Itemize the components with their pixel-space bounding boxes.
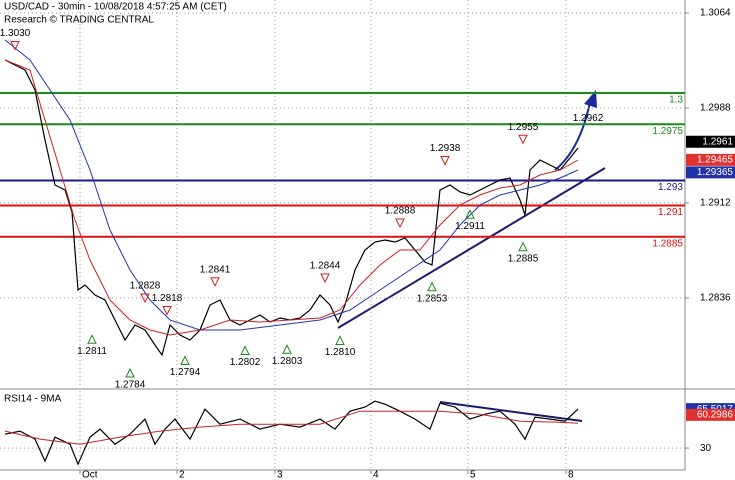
y-tick-label: 1.2836 — [700, 293, 731, 304]
low-marker — [518, 241, 528, 252]
x-tick-label: 2 — [179, 470, 185, 480]
price-annotation: 1.2811 — [77, 346, 107, 357]
low-marker — [240, 345, 250, 355]
price-annotation: 1.2885 — [508, 253, 539, 264]
trend-line — [337, 167, 606, 329]
y-tick-label: 1.2988 — [700, 103, 731, 114]
low-marker — [465, 209, 475, 219]
price-annotation: 1.2841 — [200, 264, 231, 275]
forecast-arrow — [554, 101, 591, 171]
high-marker — [440, 156, 450, 166]
series-line — [4, 400, 579, 466]
price-annotation: 1.2803 — [272, 356, 303, 367]
high-marker — [395, 218, 405, 229]
high-marker — [162, 306, 172, 316]
high-marker — [518, 134, 528, 145]
high-marker — [10, 41, 20, 51]
series-line — [4, 39, 579, 331]
price-annotation: 1.2794 — [170, 367, 201, 378]
level-label: 1.2975 — [652, 126, 683, 137]
price-annotation: 1.2784 — [115, 380, 146, 391]
low-marker — [427, 281, 437, 292]
level-label: 1.291 — [658, 207, 683, 218]
y-tick-label: 1.3064 — [700, 8, 731, 19]
level-label: 1.3 — [669, 95, 683, 106]
price-tag-label: 60.2986 — [697, 409, 734, 420]
level-label: 1.293 — [658, 182, 683, 193]
x-tick-label: 8 — [568, 470, 574, 480]
price-tag-label: 1.29365 — [697, 167, 734, 178]
price-annotation: 1.3030 — [0, 28, 31, 39]
price-annotation: 1.2810 — [325, 347, 356, 358]
price-annotation: 1.2962 — [573, 113, 604, 124]
price-annotation: 1.2938 — [430, 143, 461, 154]
price-annotation: 1.2844 — [310, 261, 341, 272]
chart-title: USD/CAD - 30min - 10/08/2018 4:57:25 AM … — [4, 2, 227, 13]
x-tick-label: 3 — [277, 470, 283, 480]
low-marker — [335, 335, 345, 345]
price-tag — [686, 153, 735, 166]
price-annotation: 1.2802 — [230, 357, 261, 368]
price-tag — [686, 408, 735, 421]
y-tick-label: 30 — [700, 443, 712, 454]
price-annotation: 1.2911 — [455, 221, 485, 232]
series-line — [4, 410, 579, 445]
price-annotation: 1.2818 — [152, 293, 183, 304]
low-marker — [282, 344, 292, 354]
price-tag — [686, 135, 735, 148]
high-marker — [320, 273, 330, 284]
x-tick-label: 4 — [373, 470, 379, 480]
low-marker — [180, 355, 190, 365]
series-line — [4, 59, 579, 357]
high-marker — [210, 277, 220, 287]
high-marker — [140, 293, 150, 304]
price-annotation: 1.2828 — [130, 281, 161, 292]
rsi-trend-line — [439, 401, 583, 422]
y-tick-label: 1.2912 — [700, 198, 731, 209]
x-tick-label: Oct — [82, 470, 98, 480]
low-marker — [87, 334, 97, 344]
price-annotation: 1.2955 — [508, 122, 539, 133]
rsi-title: RSI14 - 9MA — [4, 394, 62, 405]
forecast-arrowhead — [584, 90, 597, 108]
price-tag — [686, 166, 735, 179]
price-annotation: 1.2853 — [417, 293, 448, 304]
series-line — [4, 59, 579, 336]
chart-subtitle: Research © TRADING CENTRAL — [4, 15, 154, 26]
price-tag-label: 1.29465 — [697, 155, 734, 166]
level-label: 1.2885 — [652, 238, 683, 249]
x-tick-label: 5 — [470, 470, 476, 480]
low-marker — [125, 367, 135, 378]
price-tag-label: 1.2961 — [702, 136, 733, 147]
price-annotation: 1.2888 — [385, 206, 416, 217]
